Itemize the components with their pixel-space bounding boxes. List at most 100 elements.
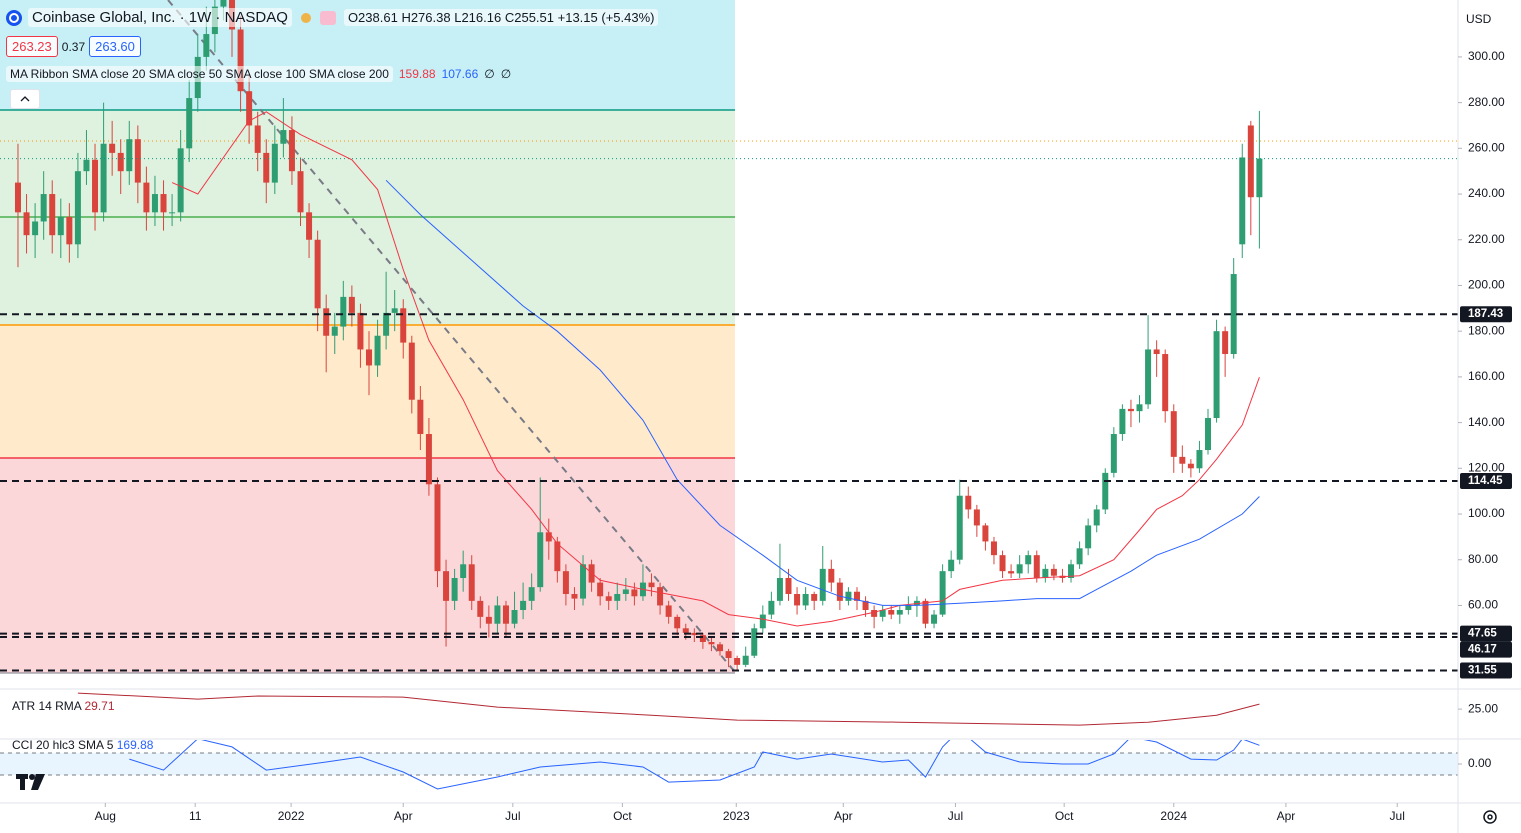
- candle-body: [417, 399, 424, 435]
- settings-icon[interactable]: [1483, 810, 1497, 824]
- spread: 0.37: [61, 39, 86, 54]
- level-label-bg: [1460, 625, 1512, 642]
- candle-body: [1093, 509, 1100, 526]
- candle-body: [40, 194, 47, 222]
- x-tick-label: Apr: [1277, 809, 1296, 823]
- candle-body: [888, 610, 895, 615]
- candle-body: [853, 591, 860, 601]
- symbol-title[interactable]: Coinbase Global, Inc. · 1W · NASDAQ: [28, 8, 292, 27]
- ask-button[interactable]: 263.60: [89, 36, 141, 57]
- cci-band: [0, 752, 1458, 776]
- candle-body: [1068, 564, 1075, 579]
- candle-body: [973, 509, 980, 526]
- candle-body: [23, 212, 30, 236]
- indicator-title[interactable]: MA Ribbon SMA close 20 SMA close 50 SMA …: [6, 66, 393, 82]
- candle-body: [614, 594, 621, 601]
- candle-body: [83, 159, 90, 172]
- cci-legend: CCI 20 hlc3 SMA 5 169.88: [12, 738, 153, 752]
- candle-body: [939, 571, 946, 615]
- y-tick-label: 25.00: [1468, 701, 1498, 715]
- candle-body: [160, 194, 167, 213]
- candle-body: [674, 616, 681, 629]
- candle-body: [246, 91, 253, 126]
- y-tick-label: 60.00: [1468, 598, 1498, 612]
- x-tick-label: 11: [189, 809, 202, 823]
- candle-body: [520, 600, 527, 611]
- candle-body: [443, 571, 450, 601]
- level-label-bg: [1460, 306, 1512, 323]
- candle-body: [1213, 331, 1220, 419]
- ohlc-open: O238.61: [347, 10, 398, 25]
- y-tick-label: 180.00: [1468, 323, 1505, 337]
- candle-body: [597, 582, 604, 597]
- candle-body: [468, 564, 475, 601]
- candle-body: [836, 582, 843, 601]
- candle-body: [400, 308, 407, 343]
- candle-body: [1153, 349, 1160, 355]
- candle-body: [1145, 349, 1152, 405]
- collapse-button[interactable]: [10, 89, 40, 109]
- candle-body: [434, 484, 441, 572]
- candle-body: [408, 342, 415, 400]
- candle-body: [571, 594, 578, 599]
- y-tick-label: 240.00: [1468, 186, 1505, 200]
- candle-body: [451, 578, 458, 601]
- candle-body: [948, 559, 955, 572]
- x-tick-label: 2024: [1160, 809, 1187, 823]
- candle-body: [74, 171, 81, 245]
- candle-body: [66, 216, 73, 245]
- currency-label[interactable]: USD: [1466, 12, 1492, 26]
- indicator-value: 159.88: [398, 67, 436, 81]
- candle-body: [391, 308, 398, 313]
- candle-body: [494, 605, 501, 624]
- candle-body: [1239, 157, 1246, 245]
- indicator-line: [385, 179, 1260, 606]
- x-tick-label: 2022: [278, 809, 305, 823]
- tv-logo: [16, 774, 45, 790]
- candle-body: [1256, 158, 1263, 198]
- cci-pane: [0, 740, 1458, 790]
- candle-body: [1110, 434, 1117, 473]
- bid-button[interactable]: 263.23: [6, 36, 58, 57]
- candle-body: [126, 139, 133, 172]
- y-tick-label: 120.00: [1468, 460, 1505, 474]
- symbol-header: Coinbase Global, Inc. · 1W · NASDAQ O238…: [6, 8, 659, 27]
- main-pane: [0, 0, 1458, 672]
- candle-body: [1136, 404, 1143, 412]
- level-label: 31.55: [1468, 664, 1497, 676]
- cci-value: 169.88: [116, 738, 154, 752]
- candle-body: [648, 582, 655, 588]
- symbol-logo: [6, 9, 22, 26]
- indicator-legend: MA Ribbon SMA close 20 SMA close 50 SMA …: [6, 66, 511, 82]
- quote-row: 263.23 0.37 263.60: [6, 36, 141, 57]
- candle-body: [1102, 472, 1109, 510]
- atr-legend: ATR 14 RMA 29.71: [12, 699, 115, 713]
- candle-body: [734, 658, 741, 665]
- atr-value: 29.71: [84, 699, 115, 713]
- candle-body: [117, 152, 124, 172]
- x-tick-label: Aug: [95, 809, 116, 823]
- indicator-line: [129, 740, 1260, 790]
- candle-body: [92, 159, 99, 213]
- candle-body: [879, 610, 886, 617]
- candle-body: [1076, 548, 1083, 565]
- trend-line: [167, 0, 736, 673]
- candle-body: [811, 594, 818, 601]
- x-tick-label: Jul: [1390, 809, 1405, 823]
- ohlc-close: C255.51: [504, 10, 554, 25]
- indicator-value: ∅: [484, 67, 495, 81]
- candle-body: [14, 182, 21, 213]
- chevron-icon: [20, 96, 30, 102]
- level-label-bg: [1460, 472, 1512, 489]
- candle-body: [1042, 568, 1049, 579]
- candle-body: [751, 628, 758, 656]
- candle-body: [485, 616, 492, 624]
- candle-body: [1179, 456, 1186, 464]
- candle-body: [143, 182, 150, 213]
- ohlc-high: H276.38: [401, 10, 451, 25]
- candle-body: [57, 216, 64, 236]
- candle-body: [708, 642, 715, 645]
- candle-body: [169, 212, 176, 214]
- status-icons: [300, 10, 336, 25]
